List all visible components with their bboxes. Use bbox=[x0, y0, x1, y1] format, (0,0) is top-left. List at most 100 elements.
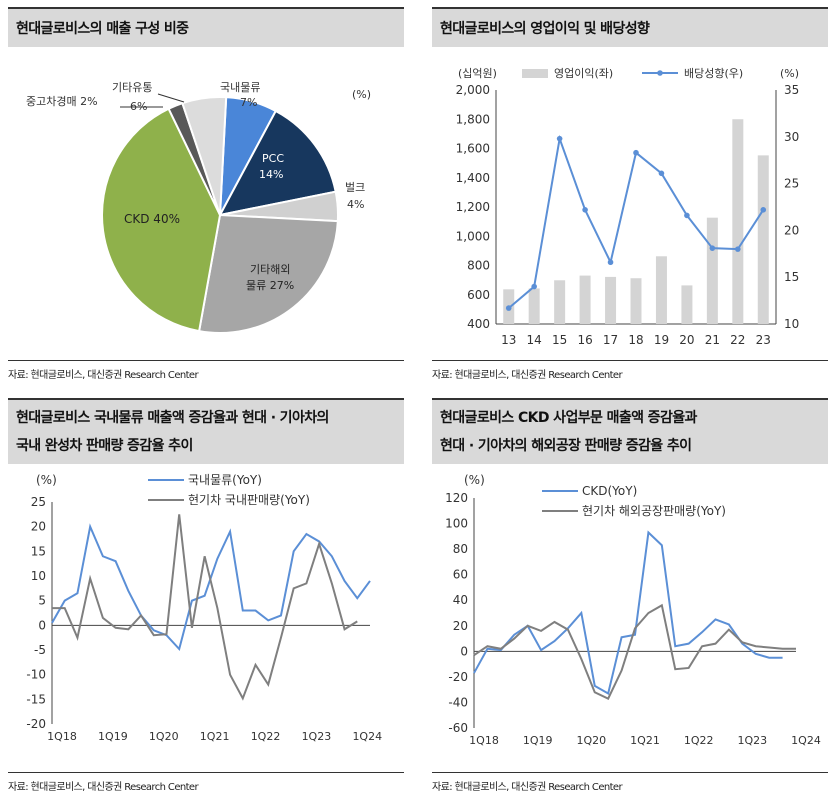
y-tick: -60 bbox=[448, 721, 468, 735]
chart3-title: 현대글로비스 국내물류 매출액 증감율과 현대 · 기아차의 국내 완성차 판매… bbox=[8, 398, 404, 464]
chart2-title-text: 현대글로비스의 영업이익 및 배당성향 bbox=[440, 21, 650, 37]
bar-op-profit-14 bbox=[528, 288, 540, 324]
x-tick: 21 bbox=[705, 333, 720, 347]
left-tick: 1,200 bbox=[456, 200, 490, 214]
point-dividend-18 bbox=[633, 149, 639, 156]
left-tick: 1,800 bbox=[456, 112, 490, 126]
y-tick: 40 bbox=[453, 593, 468, 607]
point-dividend-15 bbox=[556, 135, 563, 142]
y-tick: -40 bbox=[448, 695, 468, 709]
unit-label: (%) bbox=[464, 473, 485, 487]
point-dividend-19 bbox=[658, 170, 665, 177]
series-line-1 bbox=[473, 603, 796, 700]
x-tick: 16 bbox=[577, 333, 592, 347]
right-tick: 10 bbox=[784, 317, 799, 331]
unit-label: (%) bbox=[36, 473, 57, 487]
point-dividend-17 bbox=[607, 259, 614, 266]
y-tick: 100 bbox=[445, 517, 468, 531]
x-tick: 1Q19 bbox=[523, 734, 553, 747]
chart1-title-text: 현대글로비스의 매출 구성 비중 bbox=[16, 21, 189, 37]
left-tick: 1,600 bbox=[456, 142, 490, 156]
pie-unit-label: (%) bbox=[352, 88, 371, 101]
chart4-title: 현대글로비스 CKD 사업부문 매출액 증감율과 현대 · 기아차의 해외공장 … bbox=[432, 398, 828, 464]
chart3-source: 자료: 현대글로비스, 대신증권 Research Center bbox=[8, 772, 404, 793]
y-tick: 25 bbox=[31, 495, 46, 509]
right-tick: 15 bbox=[784, 270, 799, 284]
x-tick: 1Q24 bbox=[791, 734, 821, 747]
left-tick: 2,000 bbox=[456, 83, 490, 97]
pie-value-bulk: 4% bbox=[347, 198, 364, 211]
bar-op-profit-22 bbox=[732, 119, 744, 324]
y-tick: 120 bbox=[445, 491, 468, 505]
x-tick: 15 bbox=[552, 333, 567, 347]
pie-label-overseas: 기타해외 bbox=[250, 262, 290, 276]
left-tick: 1,000 bbox=[456, 229, 490, 243]
y-tick: -10 bbox=[26, 668, 46, 682]
series-line-1 bbox=[52, 514, 358, 701]
legend-label-1: 현기차 해외공장판매량(YoY) bbox=[582, 504, 726, 518]
pie-slice-1 bbox=[218, 109, 337, 217]
x-tick: 1Q19 bbox=[98, 730, 128, 743]
x-tick: 18 bbox=[628, 333, 643, 347]
y-tick: 10 bbox=[31, 569, 46, 583]
left-tick: 400 bbox=[467, 317, 490, 331]
chart4-source: 자료: 현대글로비스, 대신증권 Research Center bbox=[432, 772, 828, 793]
legend-bar-swatch bbox=[522, 69, 548, 78]
right-tick: 20 bbox=[784, 223, 799, 237]
point-dividend-13 bbox=[505, 305, 512, 311]
x-tick: 1Q22 bbox=[251, 730, 281, 743]
left-tick: 800 bbox=[467, 259, 490, 273]
y-tick: -20 bbox=[448, 670, 468, 684]
x-tick: 17 bbox=[603, 333, 618, 347]
bar-op-profit-16 bbox=[579, 275, 591, 324]
chart3-title-line2: 국내 완성차 판매량 증감율 추이 bbox=[16, 438, 193, 454]
x-tick: 1Q20 bbox=[577, 734, 607, 747]
right-unit: (%) bbox=[780, 67, 799, 80]
x-tick: 1Q23 bbox=[302, 730, 332, 743]
legend-label-0: CKD(YoY) bbox=[582, 484, 637, 498]
pie-label-ckd: CKD 40% bbox=[124, 212, 180, 226]
y-tick: 20 bbox=[31, 520, 46, 534]
left-unit: (십억원) bbox=[458, 67, 497, 80]
x-tick: 22 bbox=[730, 333, 745, 347]
right-tick: 30 bbox=[784, 130, 799, 144]
y-tick: 80 bbox=[453, 542, 468, 556]
x-tick: 1Q18 bbox=[469, 734, 499, 747]
point-dividend-21 bbox=[709, 245, 716, 251]
chart4-title-line2: 현대 · 기아차의 해외공장 판매량 증감율 추이 bbox=[440, 438, 692, 454]
x-tick: 1Q24 bbox=[352, 730, 382, 743]
legend-line-label: 배당성향(우) bbox=[684, 67, 743, 80]
pie-value-overseas: 물류 27% bbox=[246, 279, 294, 292]
pie-value-other-dist: 6% bbox=[130, 100, 147, 113]
y-tick: -20 bbox=[26, 717, 46, 731]
legend-label-0: 국내물류(YoY) bbox=[188, 473, 262, 487]
x-tick: 1Q23 bbox=[738, 734, 768, 747]
y-tick: 15 bbox=[31, 544, 46, 558]
pie-slice-6 bbox=[181, 96, 228, 216]
operating-profit-dividend-chart: 400 600 800 1,000 1,200 1,400 1,600 1,800 2,000 1… bbox=[456, 67, 800, 347]
series-line-0 bbox=[51, 523, 371, 652]
y-tick: 0 bbox=[38, 618, 46, 632]
legend-bar-label: 영업이익(좌) bbox=[554, 67, 613, 80]
x-tick: 19 bbox=[654, 333, 669, 347]
right-tick: 35 bbox=[784, 83, 799, 97]
y-tick: -15 bbox=[26, 692, 46, 706]
legend-label-1: 현기차 국내판매량(YoY) bbox=[188, 493, 310, 507]
chart3-title-line1: 현대글로비스 국내물류 매출액 증감율과 현대 · 기아차의 bbox=[16, 410, 329, 426]
bar-op-profit-15 bbox=[554, 280, 566, 324]
bar-op-profit-21 bbox=[706, 217, 718, 324]
bar-op-profit-17 bbox=[605, 276, 617, 324]
right-tick: 25 bbox=[784, 177, 799, 191]
bar-op-profit-18 bbox=[630, 278, 642, 324]
bar-op-profit-19 bbox=[655, 256, 667, 324]
chart1-title: 현대글로비스의 매출 구성 비중 bbox=[8, 7, 404, 47]
point-dividend-23 bbox=[760, 207, 767, 213]
chart1-source: 자료: 현대글로비스, 대신증권 Research Center bbox=[8, 360, 404, 381]
bar-op-profit-20 bbox=[681, 285, 693, 324]
pie-slice-3 bbox=[197, 213, 339, 334]
pie-label-domestic: 국내물류 bbox=[220, 81, 260, 94]
point-dividend-14 bbox=[531, 283, 537, 290]
y-tick: 0 bbox=[460, 644, 468, 658]
